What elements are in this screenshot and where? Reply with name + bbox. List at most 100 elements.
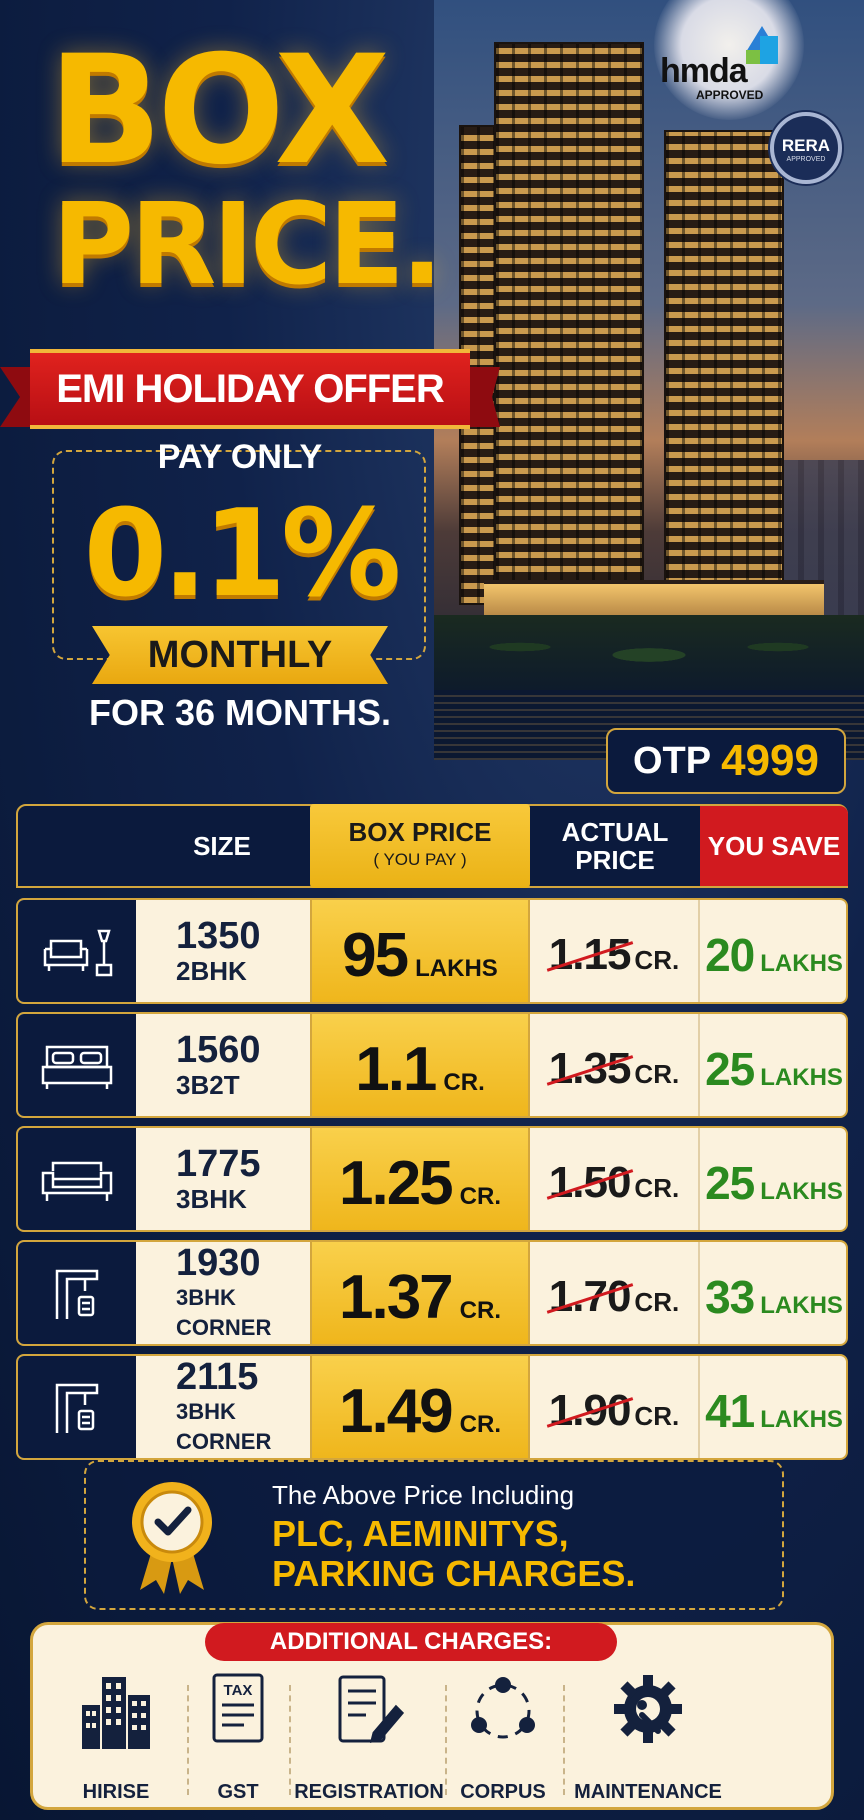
box-price-value: 1.37 bbox=[338, 1263, 454, 1332]
size-sqft: 1350 bbox=[176, 915, 261, 957]
offer-duration: FOR 36 MONTHS. bbox=[88, 692, 392, 733]
actual-price-cell: 1.90 CR. bbox=[530, 1356, 700, 1458]
ribbon-banner: EMI HOLIDAY OFFER bbox=[30, 349, 470, 429]
size-sqft: 2115 bbox=[176, 1356, 259, 1398]
actual-price-unit: CR. bbox=[634, 1173, 680, 1203]
size-cell: 1350 2BHK bbox=[136, 900, 326, 1002]
registration-form-icon bbox=[338, 1675, 404, 1744]
size-sqft: 1560 bbox=[176, 1029, 261, 1071]
header-actual-price: ACTUAL PRICE bbox=[530, 806, 700, 886]
price-table: SIZE BOX PRICE ( YOU PAY ) ACTUAL PRICE … bbox=[16, 804, 848, 1460]
hmda-approved: APPROVED bbox=[696, 88, 764, 102]
moon-glow bbox=[654, 0, 804, 120]
size-cell: 2115 3BHK CORNER bbox=[136, 1356, 326, 1458]
charge-gst: TAX GST bbox=[193, 1671, 283, 1811]
save-cell: 41 LAKHS bbox=[700, 1356, 846, 1458]
additional-charges: ADDITIONAL CHARGES: HIRISE bbox=[30, 1622, 834, 1810]
box-price-unit: CR. bbox=[459, 1411, 501, 1438]
box-price-unit: CR. bbox=[459, 1297, 501, 1324]
trees bbox=[434, 615, 864, 695]
row-icon-cell bbox=[18, 1356, 136, 1458]
save-unit: LAKHS bbox=[760, 1064, 843, 1091]
header-size-text: SIZE bbox=[193, 831, 251, 861]
note-line-3: PARKING CHARGES. bbox=[272, 1553, 636, 1594]
header-actual-line2: PRICE bbox=[575, 845, 655, 875]
actual-price-value: 1.35 bbox=[548, 1044, 632, 1093]
offer-percent: 0.1% bbox=[83, 485, 402, 624]
box-price-value: 95 bbox=[342, 921, 409, 990]
table-row: 1350 2BHK 95 LAKHS 1.15 CR. 20 LAKHS bbox=[16, 898, 848, 1004]
otp-badge: OTP 4999 bbox=[606, 728, 846, 794]
row-icon-cell bbox=[18, 900, 136, 1002]
monthly-banner: MONTHLY bbox=[92, 626, 388, 684]
size-type: 3BHK CORNER bbox=[176, 1285, 272, 1340]
actual-price-value: 1.15 bbox=[548, 930, 632, 979]
save-unit: LAKHS bbox=[760, 950, 843, 977]
box-price-cell: 1.49 CR. bbox=[310, 1356, 530, 1458]
header-you-save-text: YOU SAVE bbox=[707, 831, 841, 861]
bed-icon bbox=[41, 1045, 113, 1089]
header-actual-line1: ACTUAL bbox=[561, 817, 669, 847]
save-value: 25 bbox=[705, 1157, 755, 1209]
save-cell: 25 LAKHS bbox=[700, 1128, 846, 1230]
charge-label: GST bbox=[217, 1781, 259, 1803]
actual-price-cell: 1.70 CR. bbox=[530, 1242, 700, 1344]
save-cell: 20 LAKHS bbox=[700, 900, 846, 1002]
otp-label: OTP bbox=[632, 739, 712, 782]
actual-price-unit: CR. bbox=[634, 945, 680, 975]
header-size: SIZE bbox=[118, 806, 326, 886]
table-row: 1930 3BHK CORNER 1.37 CR. 1.70 CR. 33 LA… bbox=[16, 1240, 848, 1346]
box-price-cell: 1.25 CR. bbox=[310, 1128, 530, 1230]
box-price-unit: LAKHS bbox=[415, 955, 498, 982]
size-cell: 1775 3BHK bbox=[136, 1128, 326, 1230]
tower-main bbox=[494, 42, 644, 602]
charge-label: MAINTENANCE bbox=[574, 1781, 722, 1803]
actual-price-value: 1.90 bbox=[548, 1386, 632, 1435]
network-circle-icon bbox=[471, 1677, 535, 1739]
header-you-save: YOU SAVE bbox=[700, 806, 848, 886]
row-icon-cell bbox=[18, 1014, 136, 1116]
otp-value: 4999 bbox=[721, 736, 819, 785]
actual-price-value: 1.50 bbox=[548, 1158, 632, 1207]
actual-price-unit: CR. bbox=[634, 1059, 680, 1089]
tax-document-icon: TAX bbox=[212, 1673, 264, 1743]
actual-price-cell: 1.15 CR. bbox=[530, 900, 700, 1002]
additional-charges-title: ADDITIONAL CHARGES: bbox=[205, 1623, 617, 1661]
actual-price-unit: CR. bbox=[634, 1287, 680, 1317]
save-cell: 33 LAKHS bbox=[700, 1242, 846, 1344]
rera-approved: APPROVED bbox=[786, 156, 826, 163]
size-type: 3B2T bbox=[176, 1070, 240, 1100]
save-unit: LAKHS bbox=[760, 1406, 843, 1433]
table-row: 1775 3BHK 1.25 CR. 1.50 CR. 25 LAKHS bbox=[16, 1126, 848, 1232]
size-sqft: 1930 bbox=[176, 1242, 261, 1284]
charge-registration: REGISTRATION bbox=[294, 1671, 444, 1811]
table-row: 2115 3BHK CORNER 1.49 CR. 1.90 CR. 41 LA… bbox=[16, 1354, 848, 1460]
save-value: 33 bbox=[705, 1271, 755, 1323]
save-value: 25 bbox=[705, 1043, 755, 1095]
ribbon-text: EMI HOLIDAY OFFER bbox=[56, 366, 444, 411]
tower-secondary bbox=[664, 130, 784, 600]
header-box-price-text: BOX PRICE bbox=[348, 817, 492, 847]
divider bbox=[187, 1685, 189, 1795]
corner-plan-icon bbox=[55, 1269, 99, 1319]
gear-wrench-icon bbox=[614, 1675, 682, 1743]
box-price-cell: 95 LAKHS bbox=[310, 900, 530, 1002]
save-cell: 25 LAKHS bbox=[700, 1014, 846, 1116]
save-unit: LAKHS bbox=[760, 1178, 843, 1205]
box-price-value: 1.25 bbox=[338, 1149, 454, 1218]
divider bbox=[289, 1685, 291, 1795]
size-type: 2BHK bbox=[176, 956, 247, 986]
row-icon-cell bbox=[18, 1242, 136, 1344]
headline-box: BOX bbox=[48, 24, 390, 198]
check-badge-icon bbox=[132, 1482, 212, 1594]
headline-price: PRICE. bbox=[52, 180, 443, 310]
divider bbox=[445, 1685, 447, 1795]
inclusion-note: The Above Price Including PLC, AEMINITYS… bbox=[84, 1460, 784, 1610]
header-box-price-sub: ( YOU PAY ) bbox=[373, 850, 467, 869]
note-line-2: PLC, AEMINITYS, bbox=[272, 1513, 569, 1554]
table-row: 1560 3B2T 1.1 CR. 1.35 CR. 25 LAKHS bbox=[16, 1012, 848, 1118]
hmda-mark-icon bbox=[746, 26, 778, 64]
header-box-price: BOX PRICE ( YOU PAY ) bbox=[310, 804, 530, 888]
charge-label: HIRISE bbox=[82, 1781, 150, 1803]
